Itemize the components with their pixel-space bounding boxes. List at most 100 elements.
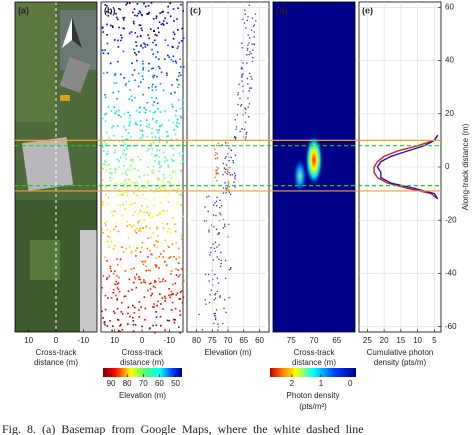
photon-point bbox=[234, 186, 236, 188]
photon-point bbox=[107, 297, 109, 299]
photon-point bbox=[157, 300, 159, 303]
photon-point bbox=[128, 80, 130, 83]
photon-point bbox=[181, 268, 183, 270]
photon-point bbox=[169, 182, 171, 184]
photon-point bbox=[138, 278, 140, 281]
photon-point bbox=[246, 49, 249, 51]
x-tick-label: 25 bbox=[363, 336, 372, 345]
photon-point bbox=[102, 317, 104, 319]
photon-point bbox=[143, 211, 145, 213]
photon-point bbox=[144, 281, 146, 284]
photon-point bbox=[171, 283, 174, 286]
photon-point bbox=[110, 297, 113, 299]
photon-point bbox=[167, 5, 169, 8]
photon-point bbox=[130, 165, 132, 167]
y-tick-label: -40 bbox=[445, 269, 457, 278]
photon-point bbox=[110, 110, 113, 112]
photon-point bbox=[117, 39, 119, 42]
photon-point bbox=[213, 313, 215, 315]
photon-point bbox=[137, 189, 139, 191]
photon-point bbox=[130, 168, 132, 171]
photon-point bbox=[132, 160, 134, 163]
photon-point bbox=[137, 12, 140, 15]
photon-point bbox=[180, 290, 183, 292]
photon-point bbox=[132, 330, 135, 332]
photon-point bbox=[177, 275, 180, 278]
photon-point bbox=[141, 75, 144, 77]
photon-point bbox=[148, 212, 151, 214]
colorbar bbox=[103, 368, 182, 377]
colorbar-label: Photon density bbox=[287, 391, 340, 400]
photon-point bbox=[133, 281, 135, 284]
photon-point bbox=[159, 82, 162, 85]
photon-point bbox=[164, 156, 167, 159]
photon-point bbox=[148, 87, 150, 89]
photon-point bbox=[141, 241, 144, 244]
photon-point bbox=[248, 116, 250, 118]
photon-point bbox=[162, 22, 164, 25]
photon-point bbox=[133, 22, 135, 25]
photon-point bbox=[143, 174, 145, 177]
photon-point bbox=[253, 31, 255, 33]
photon-point bbox=[148, 126, 150, 129]
photon-point bbox=[135, 273, 138, 276]
caption: Fig. 8. (a) Basemap from Google Maps, wh… bbox=[2, 422, 364, 435]
photon-point bbox=[244, 13, 246, 15]
photon-point bbox=[146, 247, 149, 250]
x-axis-label: density (pts/m) bbox=[374, 358, 427, 367]
photon-point bbox=[130, 268, 133, 270]
photon-point bbox=[137, 51, 140, 53]
photon-point bbox=[113, 106, 116, 108]
photon-point bbox=[144, 319, 146, 321]
photon-point bbox=[239, 97, 241, 100]
photon-point bbox=[101, 169, 103, 172]
photon-point bbox=[133, 69, 136, 72]
photon-point bbox=[222, 227, 225, 229]
photon-point bbox=[248, 90, 250, 92]
photon-point bbox=[141, 134, 144, 136]
photon-point bbox=[250, 29, 253, 31]
photon-point bbox=[208, 231, 210, 233]
photon-point bbox=[127, 132, 130, 134]
photon-point bbox=[224, 259, 227, 262]
photon-point bbox=[244, 107, 246, 109]
x-tick-label: -10 bbox=[164, 336, 176, 345]
photon-point bbox=[121, 246, 124, 248]
photon-point bbox=[121, 301, 123, 304]
photon-point bbox=[150, 294, 152, 297]
photon-point bbox=[213, 226, 215, 228]
photon-point bbox=[217, 167, 220, 169]
photon-point bbox=[244, 121, 247, 123]
photon-point bbox=[131, 159, 134, 161]
photon-point bbox=[179, 162, 182, 165]
photon-point bbox=[228, 297, 230, 299]
photon-point bbox=[241, 128, 243, 130]
photon-point bbox=[212, 214, 215, 216]
photon-point bbox=[216, 290, 218, 293]
photon-point bbox=[107, 235, 109, 238]
photon-point bbox=[119, 8, 122, 11]
photon-point bbox=[176, 118, 179, 121]
photon-point bbox=[181, 215, 184, 218]
photon-point bbox=[222, 219, 225, 221]
photon-point bbox=[124, 143, 126, 146]
photon-point bbox=[113, 82, 116, 84]
photon-point bbox=[139, 209, 141, 212]
aerial-image bbox=[15, 2, 97, 332]
photon-point bbox=[216, 277, 219, 279]
photon-point bbox=[174, 170, 177, 173]
photon-point bbox=[135, 286, 138, 289]
photon-point bbox=[153, 331, 156, 334]
photon-point bbox=[158, 160, 161, 163]
x-axis-label: Cross-track bbox=[36, 348, 78, 357]
photon-point bbox=[159, 211, 161, 214]
photon-point bbox=[162, 250, 165, 252]
photon-point bbox=[124, 154, 127, 157]
photon-point bbox=[151, 89, 154, 92]
photon-point bbox=[174, 230, 177, 233]
photon-point bbox=[106, 260, 108, 262]
photon-point bbox=[146, 101, 149, 104]
photon-point bbox=[231, 174, 234, 176]
photon-point bbox=[178, 41, 181, 44]
photon-point bbox=[139, 81, 142, 84]
